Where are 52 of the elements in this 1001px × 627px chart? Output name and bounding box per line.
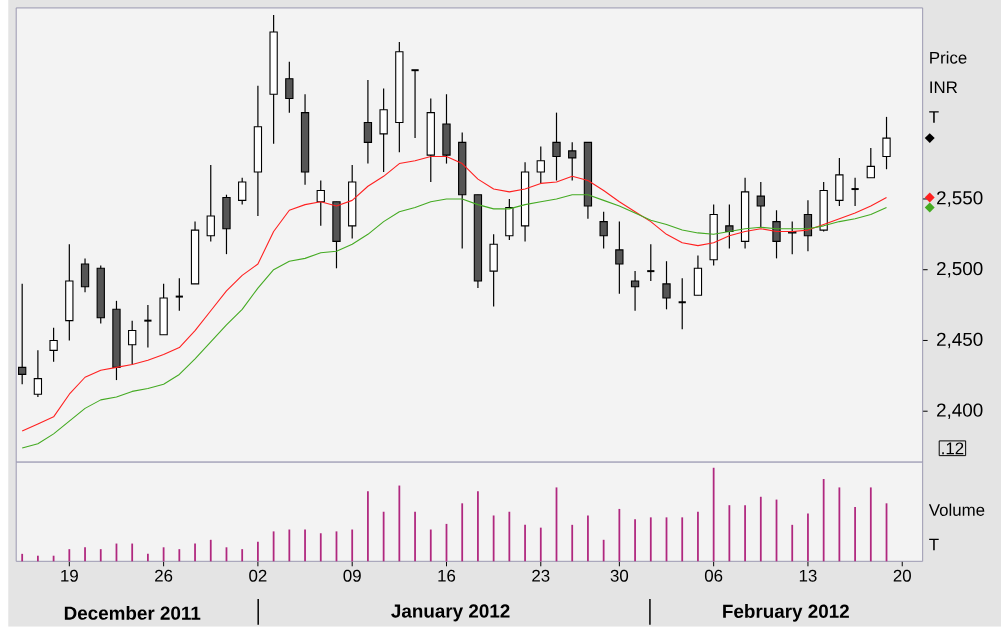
text: February 2012 (723, 604, 849, 622)
y-tick-label: 2,450 (937, 332, 983, 349)
text: December 2011 (64, 606, 201, 620)
candlestick (206, 164, 215, 243)
y-tick-label: 2,500 (937, 262, 983, 278)
candlestick (80, 257, 90, 294)
candlestick (18, 283, 27, 386)
text: January 2012 (391, 604, 510, 622)
x-tick-label: 06 (704, 569, 723, 582)
candlestick (677, 277, 687, 330)
candlestick (772, 209, 781, 260)
candlestick (363, 79, 373, 165)
x-tick-label: 09 (343, 569, 361, 582)
text: Price (930, 51, 967, 64)
candlestick (646, 243, 656, 282)
candlestick (316, 180, 325, 227)
candlestick (143, 304, 153, 349)
candlestick (536, 146, 545, 185)
candlestick (410, 69, 420, 139)
candlestick (630, 270, 640, 312)
candlestick (882, 116, 891, 170)
x-tick-label: 19 (61, 569, 78, 582)
y-tick-label: 2,400 (937, 403, 983, 420)
candlestick (552, 112, 561, 182)
text: Volume (928, 503, 985, 517)
text: T (929, 538, 939, 551)
candlestick (850, 177, 860, 207)
candlestick (599, 211, 608, 250)
candlestick (174, 277, 184, 312)
x-tick-label: 16 (438, 569, 456, 582)
x-tick-label: 13 (799, 569, 817, 582)
candlestick (725, 204, 734, 250)
x-tick-label: 30 (610, 569, 629, 582)
text: .12 (942, 442, 964, 455)
candlestick (866, 147, 875, 179)
line-series (21, 156, 888, 432)
candlestick (756, 181, 765, 228)
x-tick-label: 23 (532, 569, 550, 582)
y-tick-label: 2,550 (937, 191, 983, 207)
candlestick (662, 260, 671, 311)
x-tick-label: 26 (155, 569, 173, 582)
candlestick (238, 177, 247, 206)
candlestick (33, 349, 43, 398)
x-tick-label: 20 (893, 569, 911, 582)
candlestick (128, 320, 137, 366)
candlestick (285, 61, 294, 114)
candlestick (615, 221, 624, 295)
text: INR (930, 81, 958, 94)
x-tick-label: 02 (249, 569, 267, 582)
candlestick (568, 141, 577, 182)
text: T (929, 111, 939, 123)
candlestick (49, 327, 58, 363)
